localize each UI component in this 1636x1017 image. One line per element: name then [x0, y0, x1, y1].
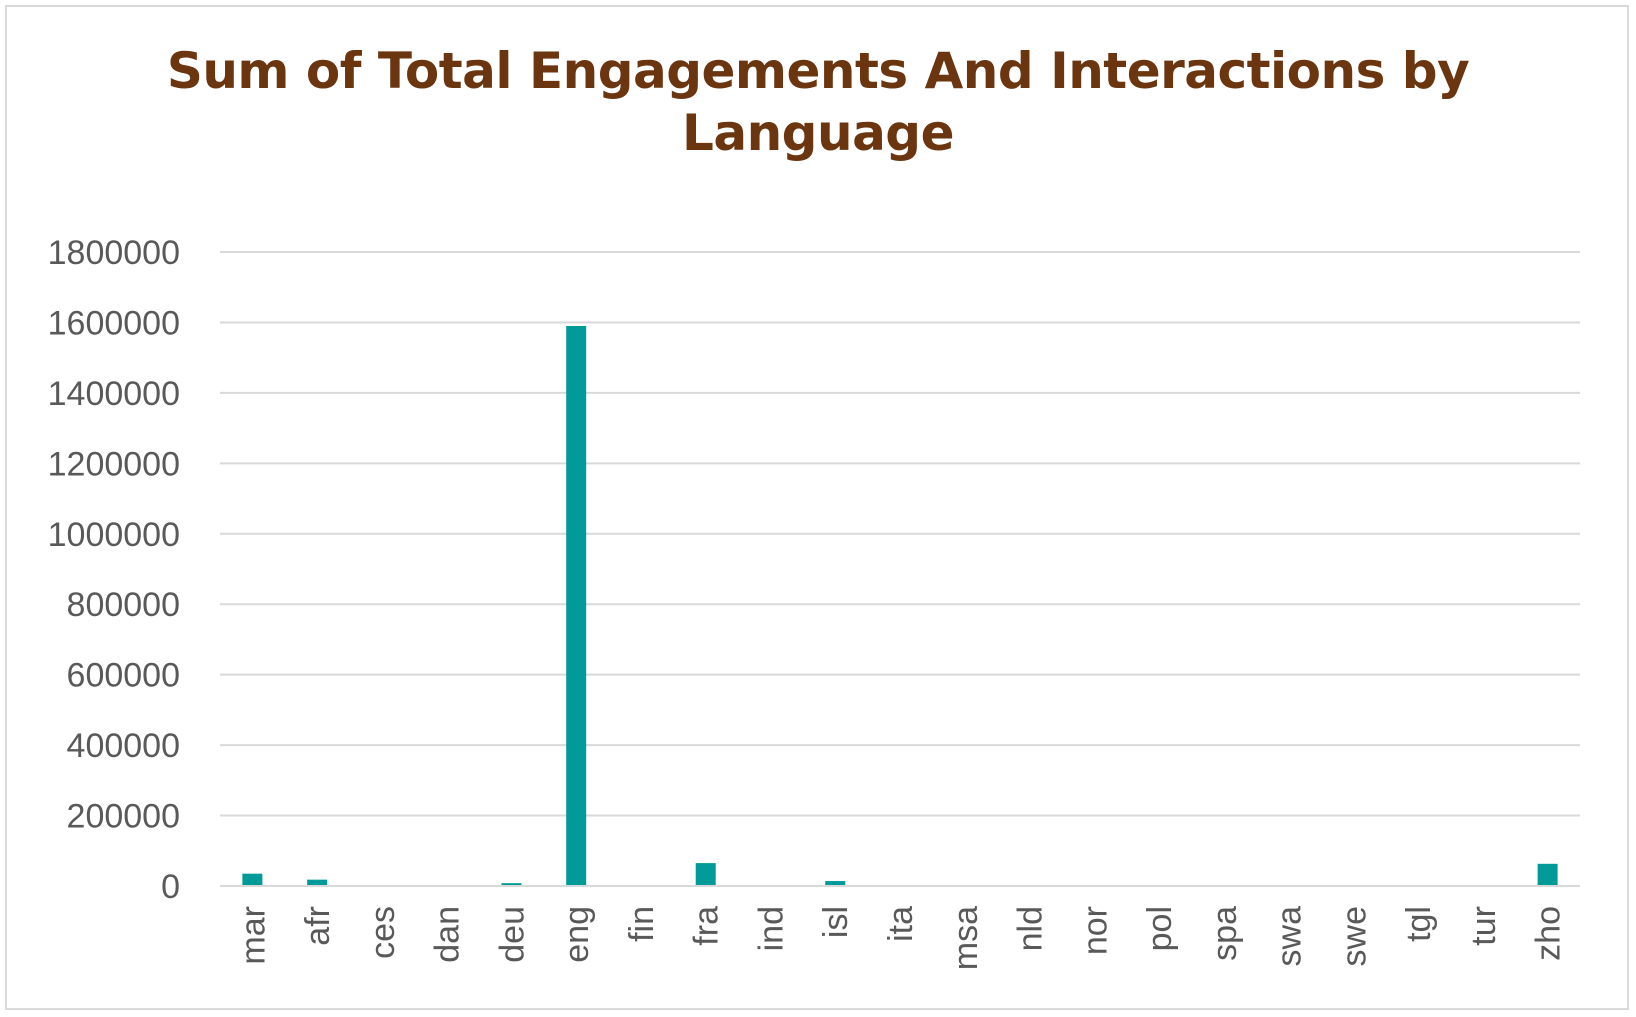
x-tick-label: swe — [1335, 906, 1373, 966]
x-tick-label: fin — [623, 906, 661, 942]
x-tick-label: deu — [493, 906, 531, 963]
y-tick-label: 400000 — [67, 727, 180, 765]
x-tick-label: pol — [1141, 906, 1179, 951]
x-tick-label: zho — [1530, 906, 1568, 961]
x-tick-label: dan — [429, 906, 467, 963]
x-tick-label: nor — [1076, 906, 1114, 955]
y-tick-label: 1800000 — [48, 234, 180, 272]
y-tick-label: 200000 — [67, 798, 180, 836]
x-tick-label: eng — [558, 906, 596, 963]
x-tick-label: fra — [688, 906, 726, 946]
y-tick-label: 1000000 — [48, 516, 180, 554]
bar-isl — [825, 881, 846, 886]
x-tick-label: ind — [752, 906, 790, 951]
x-tick-label: isl — [817, 906, 855, 938]
x-tick-label: tgl — [1400, 906, 1438, 942]
chart-title-line-2: Language — [681, 104, 955, 162]
x-tick-label: nld — [1012, 906, 1050, 951]
bar-fra — [695, 863, 716, 886]
chart-title-line-1: Sum of Total Engagements And Interaction… — [166, 42, 1470, 100]
y-tick-label: 600000 — [67, 657, 180, 695]
y-tick-label: 1600000 — [48, 304, 180, 342]
x-tick-label: msa — [947, 906, 985, 970]
chart-title: Sum of Total Engagements And Interaction… — [0, 40, 1636, 164]
bar-eng — [566, 325, 587, 886]
x-tick-label: spa — [1206, 906, 1244, 961]
x-tick-label: swa — [1271, 906, 1309, 967]
y-tick-label: 0 — [161, 868, 180, 906]
y-tick-label: 1400000 — [48, 375, 180, 413]
x-tick-label: ita — [882, 906, 920, 942]
y-tick-label: 1200000 — [48, 445, 180, 483]
y-tick-label: 800000 — [67, 586, 180, 624]
x-tick-label: mar — [234, 906, 272, 965]
x-tick-label: afr — [299, 906, 337, 946]
bar-afr — [307, 879, 328, 886]
chart-frame — [5, 5, 1629, 1010]
x-tick-label: tur — [1465, 906, 1503, 946]
bar-zho — [1537, 863, 1558, 886]
bar-deu — [501, 883, 522, 886]
bar-mar — [242, 873, 263, 886]
x-tick-label: ces — [364, 906, 402, 959]
